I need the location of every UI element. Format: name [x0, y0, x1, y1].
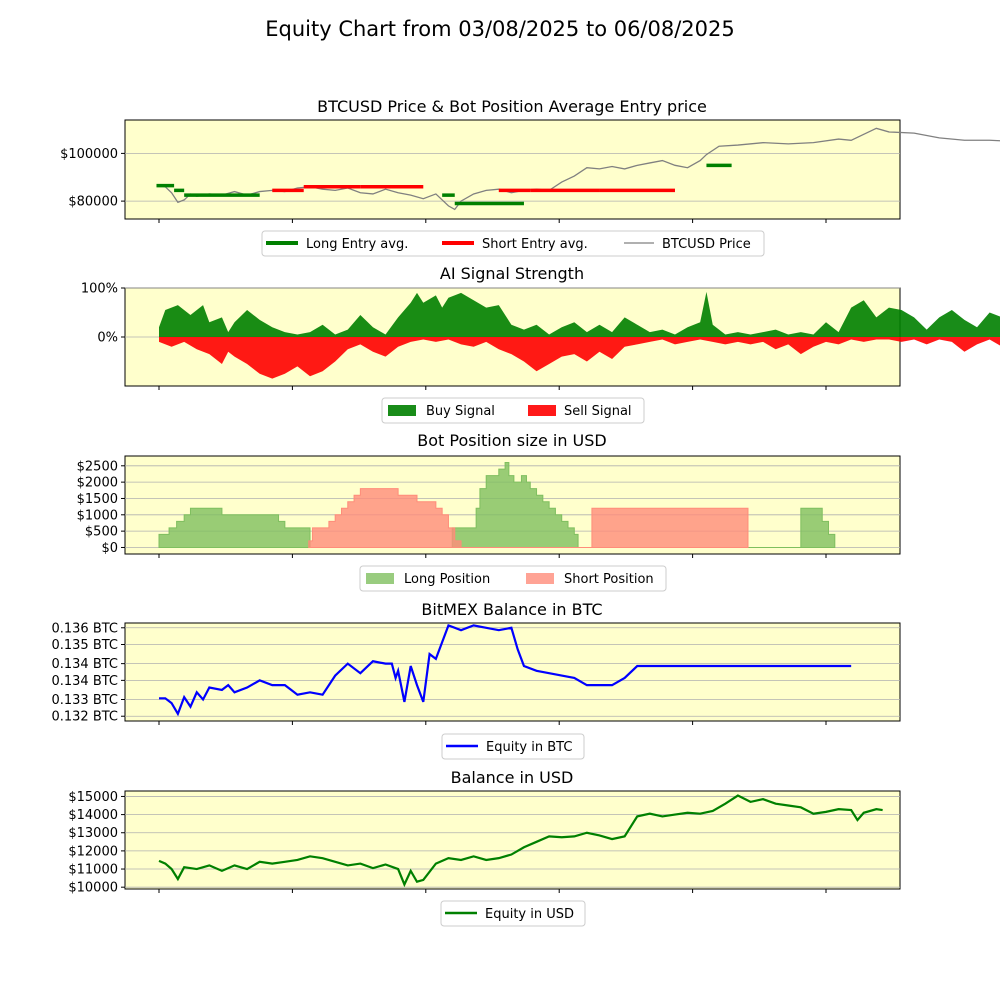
y-tick-label: 0%: [97, 331, 118, 346]
legend-signal: Buy Signal Sell Signal: [381, 397, 645, 424]
panel-usd: Balance in USD $10000 $11000 $12000 $13000 $…: [68, 768, 901, 896]
panel-price: BTCUSD Price & Bot Position Average Entr…: [60, 97, 1000, 223]
y-tick-label: $1500: [77, 492, 118, 507]
y-tick-label: $500: [85, 525, 118, 540]
long-position-area: [158, 462, 836, 548]
legend-buy-label: Buy Signal: [426, 404, 495, 419]
legend-price-label: BTCUSD Price: [662, 237, 751, 252]
legend-short-entry-label: Short Entry avg.: [482, 237, 588, 252]
y-tick-label: $11000: [68, 863, 118, 878]
legend-sell-swatch: [528, 405, 556, 416]
y-tick-label: 0.134 BTC: [51, 674, 118, 689]
panel-signal: AI Signal Strength 100% 0%: [81, 264, 1000, 390]
legend-usd-label: Equity in USD: [485, 907, 574, 922]
panel-usd-title: Balance in USD: [451, 768, 574, 787]
y-tick-label: 0.133 BTC: [51, 693, 118, 708]
panel-btc: BitMEX Balance in BTC 0.132 BTC 0.133 BTC…: [51, 600, 901, 725]
y-tick-label: $1000: [77, 508, 118, 523]
panel-btc-title: BitMEX Balance in BTC: [421, 600, 602, 619]
y-tick-label: $2000: [77, 476, 118, 491]
y-tick-label: $80000: [68, 195, 118, 210]
y-tick-label: $0: [101, 541, 118, 556]
panel-btc-frame: [124, 622, 901, 722]
y-tick-label: $10000: [68, 881, 118, 896]
legend-btc-label: Equity in BTC: [486, 740, 572, 755]
panel-price-title: BTCUSD Price & Bot Position Average Entr…: [317, 97, 707, 116]
y-tick-label: $14000: [68, 808, 118, 823]
legend-usd: Equity in USD: [440, 900, 586, 927]
panel-signal-title: AI Signal Strength: [440, 264, 584, 283]
y-tick-label: $2500: [77, 459, 118, 474]
legend-btc: Equity in BTC: [441, 733, 585, 760]
legend-sell-label: Sell Signal: [564, 404, 632, 419]
sell-signal-area: [159, 337, 1000, 379]
figure-title: Equity Chart from 03/08/2025 to 06/08/20…: [265, 17, 735, 41]
panel-position: Bot Position size in USD $0$500 $1000$150…: [77, 431, 901, 558]
legend-long-pos-label: Long Position: [404, 572, 490, 587]
y-tick-label: 0.135 BTC: [51, 638, 118, 653]
y-tick-label: $15000: [68, 790, 118, 805]
legend-short-pos-label: Short Position: [564, 572, 654, 587]
panel-position-title: Bot Position size in USD: [417, 431, 606, 450]
equity-btc-line: [159, 623, 852, 717]
y-tick-label: $100000: [60, 147, 118, 162]
legend-position: Long Position Short Position: [359, 565, 667, 592]
y-tick-label: 0.134 BTC: [51, 657, 118, 672]
equity-usd-line: [158, 794, 883, 888]
y-tick-label: $12000: [68, 844, 118, 859]
y-tick-label: $13000: [68, 826, 118, 841]
buy-signal-area: [159, 291, 1000, 337]
legend-short-pos-swatch: [526, 573, 554, 584]
legend-long-pos-swatch: [366, 573, 394, 584]
legend-buy-swatch: [388, 405, 416, 416]
y-tick-label: 0.136 BTC: [51, 621, 118, 636]
legend-price: Long Entry avg. Short Entry avg. BTCUSD …: [261, 230, 765, 257]
short-position-area: [308, 488, 749, 548]
panel-usd-frame: [124, 790, 901, 890]
y-tick-label: 0.132 BTC: [51, 710, 118, 725]
legend-long-entry-label: Long Entry avg.: [306, 237, 408, 252]
y-tick-label: 100%: [81, 282, 118, 297]
